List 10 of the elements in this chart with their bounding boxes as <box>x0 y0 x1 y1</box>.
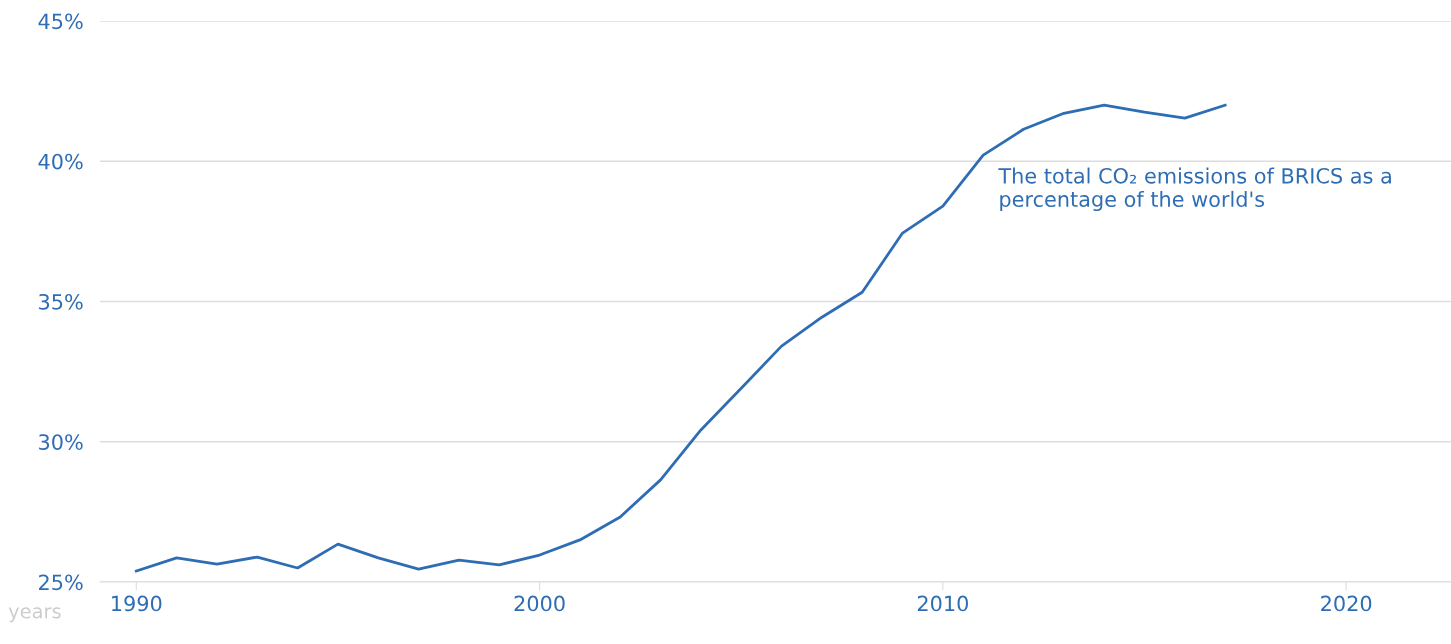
x-tick-label: 2020 <box>1321 595 1372 612</box>
series-label: The total CO₂ emissions of BRICS as a percentage of the world's <box>998 167 1391 212</box>
y-tick-label: 35% <box>39 293 83 310</box>
x-tick-label: 1990 <box>112 595 162 612</box>
y-tick-label: 25% <box>39 574 83 591</box>
x-tick-label: 2000 <box>514 595 565 612</box>
y-tick-label: 30% <box>39 434 83 450</box>
y-tick-label: 40% <box>38 153 83 170</box>
y-tick-label: 45% <box>38 13 83 30</box>
x-tick-label: 2010 <box>917 595 968 612</box>
